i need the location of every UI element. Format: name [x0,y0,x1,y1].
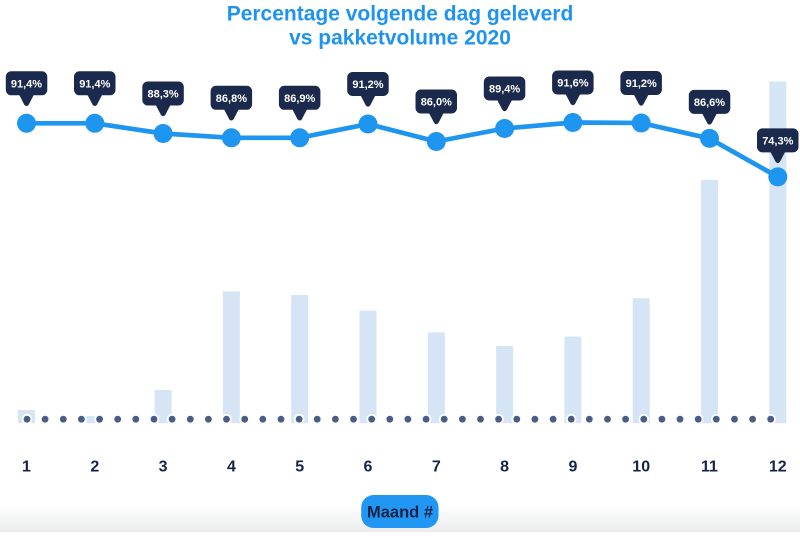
svg-text:6: 6 [364,459,373,476]
svg-text:Maand #: Maand # [367,503,433,521]
svg-text:91,2%: 91,2% [352,79,383,91]
svg-text:5: 5 [295,459,304,476]
svg-text:2: 2 [90,459,99,476]
svg-text:89,4%: 89,4% [489,84,520,96]
svg-text:91,4%: 91,4% [79,79,110,91]
svg-text:9: 9 [568,459,577,476]
svg-text:86,6%: 86,6% [694,97,725,109]
svg-text:12: 12 [769,459,787,476]
svg-text:4: 4 [227,459,236,476]
svg-text:86,8%: 86,8% [216,93,247,105]
svg-text:74,3%: 74,3% [762,136,793,148]
svg-text:91,2%: 91,2% [626,78,657,90]
svg-text:1: 1 [22,459,31,476]
svg-text:8: 8 [500,459,509,476]
svg-text:86,0%: 86,0% [421,97,452,109]
svg-text:Percentage volgende dag geleve: Percentage volgende dag geleverd [227,3,574,26]
svg-text:10: 10 [632,459,650,476]
svg-text:3: 3 [159,459,168,476]
svg-text:88,3%: 88,3% [147,89,178,101]
svg-text:91,6%: 91,6% [557,78,588,90]
svg-text:91,4%: 91,4% [11,79,42,91]
svg-text:86,9%: 86,9% [284,93,315,105]
svg-text:11: 11 [701,459,718,476]
svg-text:7: 7 [432,459,441,476]
svg-text:vs pakketvolume 2020: vs pakketvolume 2020 [289,27,511,50]
